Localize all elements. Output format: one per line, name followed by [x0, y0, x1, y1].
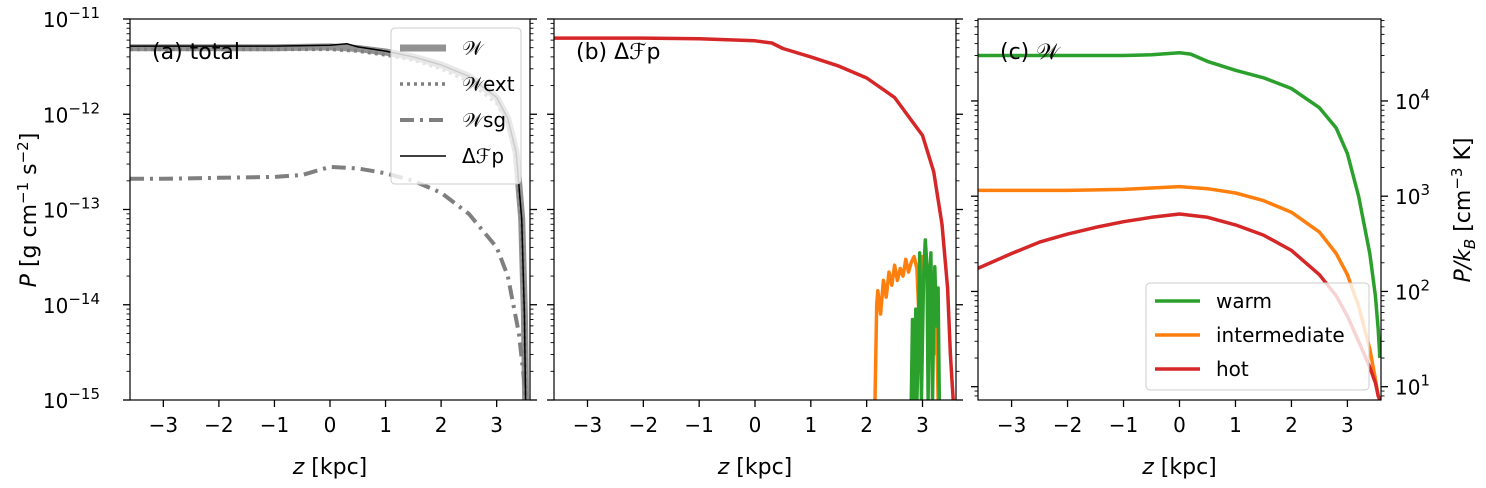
- y-tick-label-right: 102: [1395, 276, 1430, 304]
- series-line-1-2: [909, 238, 942, 400]
- x-tick-label: 2: [860, 413, 873, 437]
- x-axis-label: z [kpc]: [292, 455, 368, 480]
- y-tick-label: 10−13: [43, 195, 100, 223]
- x-tick-label: 0: [1173, 413, 1186, 437]
- x-tick-label: 2: [435, 413, 448, 437]
- legend-label: 𝒲sg: [462, 108, 506, 132]
- x-tick-label: 0: [749, 413, 762, 437]
- legend-label: hot: [1216, 357, 1249, 381]
- x-tick-label: −3: [149, 413, 178, 437]
- y-tick-label: 10−15: [43, 385, 100, 413]
- x-tick-label: 1: [804, 413, 817, 437]
- x-tick-label: −2: [204, 413, 233, 437]
- legend-box: [390, 27, 522, 185]
- x-axis-label: z [kpc]: [717, 455, 793, 480]
- x-tick-label: −3: [997, 413, 1026, 437]
- panel-label: (b) Δℱp: [576, 40, 660, 65]
- x-axis-label: z [kpc]: [1141, 455, 1217, 480]
- legend-label: intermediate: [1216, 323, 1345, 347]
- y-tick-label-right: 103: [1395, 181, 1430, 209]
- series-line-warm: [978, 51, 1381, 359]
- x-tick-label: 1: [379, 413, 392, 437]
- y-axis-label: P [g cm−1 s−2]: [14, 133, 42, 288]
- legend-label: 𝒲ext: [462, 72, 515, 96]
- panel-a-total: −3 −2 −1 0 1 2 3 z [kpc] 10−11 10−12 10−13 10−14 10−…: [14, 4, 537, 480]
- legend-label: Δℱp: [462, 144, 504, 168]
- panel-label: (c) 𝒲: [1000, 40, 1061, 65]
- y-tick-label-right: 104: [1395, 86, 1430, 114]
- x-tick-label: −2: [1053, 413, 1082, 437]
- legend: warm intermediate hot: [1145, 282, 1370, 391]
- x-tick-label: 3: [1341, 413, 1354, 437]
- legend: 𝒲 𝒲ext 𝒲sg Δℱp: [390, 27, 522, 185]
- legend-label: warm: [1216, 289, 1272, 313]
- x-tick-label: −1: [684, 413, 713, 437]
- plot-area: [554, 36, 955, 400]
- legend-box: [1145, 282, 1370, 391]
- panel-label: (a) total: [152, 40, 240, 65]
- x-tick-label: −3: [573, 413, 602, 437]
- y-tick-label: 10−11: [43, 4, 100, 32]
- y-tick-label-right: 101: [1395, 372, 1430, 400]
- y-tick-label: 10−14: [43, 290, 100, 318]
- x-tick-label: 1: [1229, 413, 1242, 437]
- x-tick-label: −2: [629, 413, 658, 437]
- panel-b-delta-fp: −3 −2 −1 0 1 2 3 z [kpc] (b) Δℱp: [547, 18, 963, 480]
- series-line-1-0: [554, 36, 955, 400]
- series-line-𝒲sg: [130, 164, 528, 400]
- x-tick-label: 3: [490, 413, 503, 437]
- x-tick-label: −1: [260, 413, 289, 437]
- x-tick-label: −1: [1109, 413, 1138, 437]
- x-tick-label: 0: [324, 413, 337, 437]
- series-line-intermediate: [978, 184, 1381, 400]
- y-tick-label: 10−12: [43, 99, 100, 127]
- plot-frame: [553, 18, 957, 401]
- x-tick-label: 2: [1285, 413, 1298, 437]
- panel-c-w: −3 −2 −1 0 1 2 3 z [kpc] 104 103 102 101 (c) 𝒲 P/kB […: [971, 18, 1479, 480]
- legend-label: 𝒲: [462, 36, 485, 60]
- x-tick-label: 3: [916, 413, 929, 437]
- y-axis-label-right: P/kB [cm−3 K]: [1448, 138, 1479, 283]
